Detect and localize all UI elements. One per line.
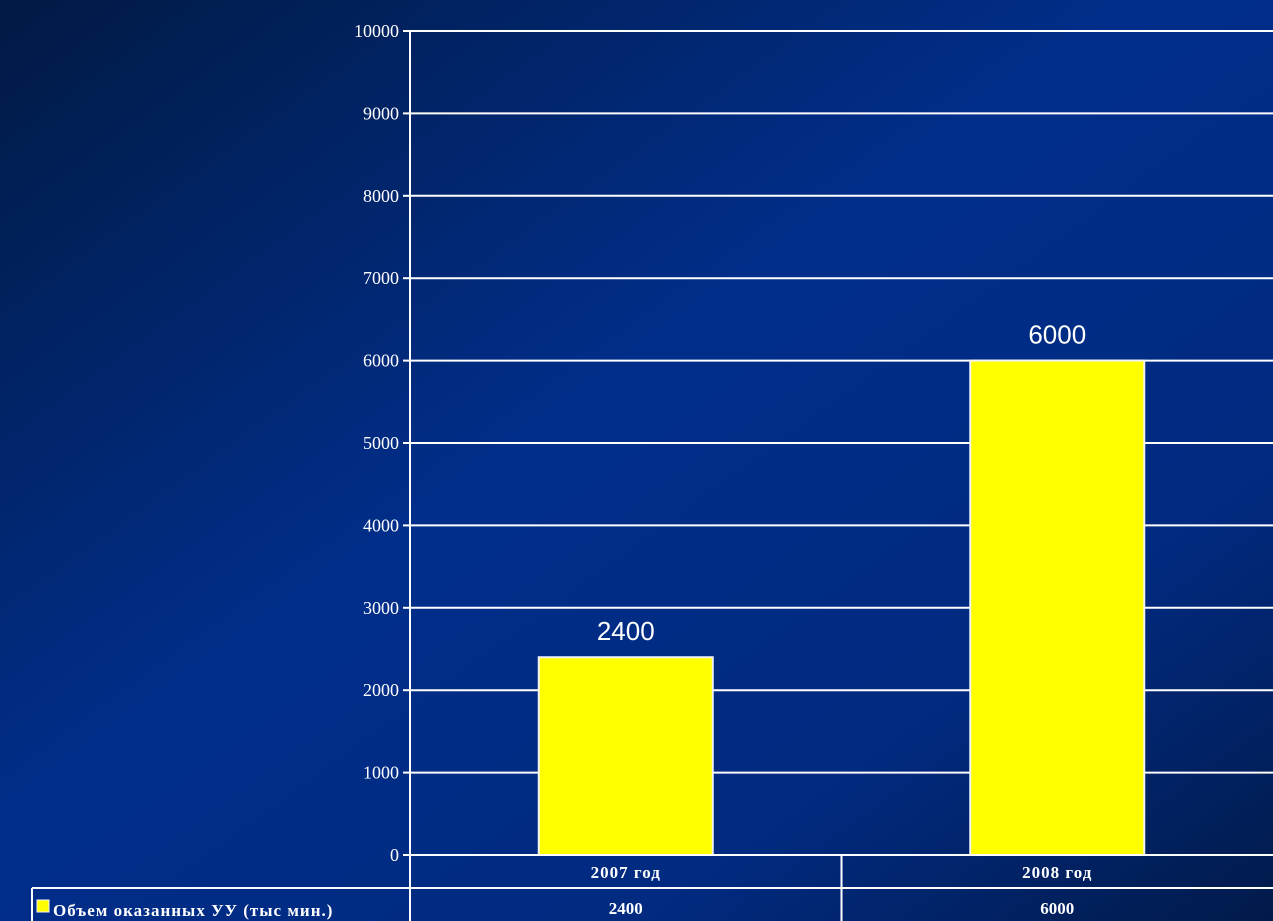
y-tick-label: 8000 <box>363 186 399 206</box>
y-axis: 0 1000 2000 3000 4000 5000 6000 7000 8000 9000 100… <box>354 21 411 921</box>
y-tick-label: 3000 <box>363 598 399 618</box>
category-label: 2007 год <box>591 863 661 882</box>
data-labels: 2400 6000 <box>597 320 1086 647</box>
legend-swatch <box>36 899 50 913</box>
y-tick-label: 4000 <box>363 515 399 535</box>
legend-label: Объем оказанных УУ (тыс мин.) <box>53 901 333 920</box>
table-value: 6000 <box>1040 899 1074 918</box>
data-label: 6000 <box>1028 320 1086 350</box>
y-tick-label: 5000 <box>363 433 399 453</box>
y-tick-label: 6000 <box>363 351 399 371</box>
y-tick-label: 2000 <box>363 680 399 700</box>
category-label: 2008 год <box>1022 863 1092 882</box>
y-tick-label: 7000 <box>363 268 399 288</box>
y-tick-label: 9000 <box>363 103 399 123</box>
bars <box>537 359 1146 856</box>
bar <box>969 359 1146 856</box>
y-tick-label: 1000 <box>363 763 399 783</box>
data-table: 2007 год 2400 2008 год 6000 Объем оказанных … <box>31 854 1273 921</box>
bar <box>537 656 714 856</box>
data-label: 2400 <box>597 616 655 646</box>
y-tick-label: 10000 <box>354 21 399 41</box>
y-tick-label: 0 <box>390 845 399 865</box>
table-value: 2400 <box>609 899 643 918</box>
